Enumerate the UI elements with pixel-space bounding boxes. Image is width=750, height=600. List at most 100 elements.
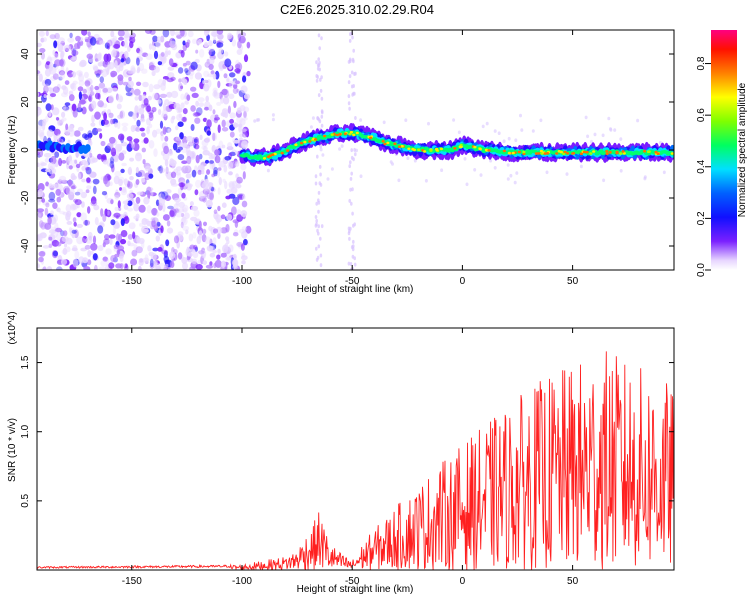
spectrogram-noise-blob	[136, 47, 141, 54]
snr-panel: -150 -100 -50 0 50 0.5 1.0 1.5 Height of strai…	[7, 311, 675, 595]
spectrogram-noise-blob	[579, 164, 583, 169]
spectrogram-noise-blob	[257, 118, 261, 122]
spectrogram-noise-blob	[347, 261, 351, 266]
spectrogram-noise-blob	[130, 125, 136, 133]
spectrogram-noise-blob	[134, 105, 139, 114]
x-tick-label: -100	[232, 576, 252, 587]
spectrogram-noise-blob	[404, 118, 408, 122]
spectrogram-noise-blob	[89, 171, 97, 178]
spectrogram-noise-blob	[49, 66, 57, 75]
spectrogram-noise-blob	[92, 253, 98, 261]
spectrogram-noise-blob	[120, 218, 125, 227]
spectrogram-peak-cell	[407, 147, 411, 151]
spectrogram-noise-blob	[56, 138, 63, 143]
spectrogram-noise-blob	[171, 90, 179, 99]
spectrogram-noise-blob	[173, 102, 181, 110]
spectrogram-noise-blob	[69, 94, 75, 102]
spectrogram-noise-blob	[166, 227, 174, 234]
spectrogram-peak-cell	[605, 150, 609, 153]
spectrogram-noise-blob	[38, 30, 46, 37]
spectrogram-noise-blob	[153, 262, 161, 270]
spectrogram-noise-blob	[195, 179, 202, 188]
spectrogram-noise-blob	[658, 140, 662, 145]
spectrogram-noise-blob	[502, 139, 506, 143]
spectrogram-peak-cell	[299, 141, 304, 145]
spectrogram-noise-blob	[413, 158, 417, 163]
spectrogram-noise-blob	[146, 186, 152, 195]
spectrogram-noise-blob	[44, 83, 50, 92]
spectrogram-noise-blob	[232, 232, 239, 237]
spectrogram-noise-blob	[157, 61, 163, 66]
spectrogram-noise-blob	[77, 41, 81, 49]
spectrogram-noise-blob	[217, 205, 221, 212]
spectrogram-noise-blob	[62, 105, 67, 110]
spectrogram-noise-blob	[221, 127, 229, 132]
spectrogram-noise-blob	[210, 70, 215, 75]
spectrogram-noise-blob	[37, 129, 45, 137]
spectrogram-noise-blob	[204, 42, 209, 48]
spectrogram-noise-blob	[75, 163, 81, 169]
spectrogram-noise-blob	[202, 181, 209, 190]
spectrogram-noise-blob	[427, 121, 430, 126]
spectrogram-noise-blob	[163, 145, 170, 155]
spectrogram-noise-blob	[146, 118, 151, 126]
spectrogram-noise-blob	[70, 159, 78, 168]
spectrogram-noise-blob	[119, 95, 124, 103]
spectrogram-noise-blob	[71, 50, 79, 56]
spectrogram-noise-blob	[175, 136, 181, 141]
spectrogram-noise-blob	[643, 176, 647, 181]
spectrogram-peak-cell	[605, 152, 609, 156]
spectrogram-noise-blob	[226, 252, 232, 260]
spectrogram-noise-blob	[164, 159, 169, 167]
spectrogram-noise-blob	[220, 214, 226, 220]
spectrogram-noise-blob	[212, 249, 217, 254]
spectrogram-noise-blob	[37, 70, 41, 75]
spectrogram-noise-blob	[37, 162, 40, 168]
spectrogram-noise-blob	[62, 105, 70, 111]
spectrogram-peak-cell	[417, 148, 421, 151]
spectrogram-peak-cell	[268, 154, 272, 157]
spectrogram-noise-blob	[39, 232, 47, 239]
spectrogram-noise-blob	[58, 158, 63, 167]
spectrogram-noise-blob	[50, 210, 54, 216]
spectrogram-noise-blob	[40, 222, 47, 230]
spectrogram-noise-blob	[351, 57, 355, 62]
spectrogram-noise-blob	[97, 53, 102, 61]
spectrogram-noise-blob	[320, 36, 323, 41]
spectrogram-peak-cell	[273, 152, 277, 156]
spectrogram-noise-blob	[135, 179, 140, 185]
spectrogram-noise-blob	[226, 32, 233, 40]
spectrogram-noise-blob	[74, 250, 80, 259]
spectrogram-noise-blob	[128, 140, 133, 149]
spectrogram-noise-blob	[184, 212, 190, 219]
spectrogram-noise-blob	[178, 82, 183, 92]
spectrogram-noise-blob	[54, 227, 63, 233]
spectrogram-noise-blob	[115, 143, 123, 152]
spectrogram-noise-blob	[319, 88, 323, 93]
spectrogram-noise-blob	[182, 207, 188, 213]
spectrogram-noise-blob	[165, 239, 170, 247]
spectrogram-noise-blob	[184, 165, 192, 174]
spectrogram-noise-blob	[40, 37, 45, 43]
spectrogram-peak-cell	[352, 133, 356, 137]
spectrogram-noise-blob	[236, 209, 242, 216]
spectrogram-noise-blob	[45, 181, 49, 187]
spectrogram-noise-blob	[78, 79, 85, 87]
spectrogram-noise-blob	[102, 160, 109, 165]
spectrogram-noise-blob	[315, 78, 319, 83]
spectrogram-noise-blob	[37, 42, 42, 48]
y-tick-label: 40	[20, 48, 31, 60]
spectrogram-noise-blob	[315, 222, 318, 227]
spectrogram-peak-cell	[308, 140, 312, 143]
x-tick-label: 0	[460, 276, 466, 287]
spectrogram-noise-blob	[350, 84, 354, 89]
snr-y-label: SNR (10 * v/v)	[7, 418, 18, 482]
spectrogram-noise-blob	[104, 66, 110, 72]
spectrogram-noise-blob	[195, 100, 200, 107]
spectrogram-noise-blob	[391, 162, 394, 166]
spectrogram-noise-blob	[177, 67, 184, 74]
spectrogram-noise-blob	[316, 63, 320, 68]
spectrogram-noise-blob	[119, 111, 124, 119]
spectrogram-noise-blob	[75, 35, 81, 42]
spectrogram-noise-blob	[167, 66, 175, 71]
